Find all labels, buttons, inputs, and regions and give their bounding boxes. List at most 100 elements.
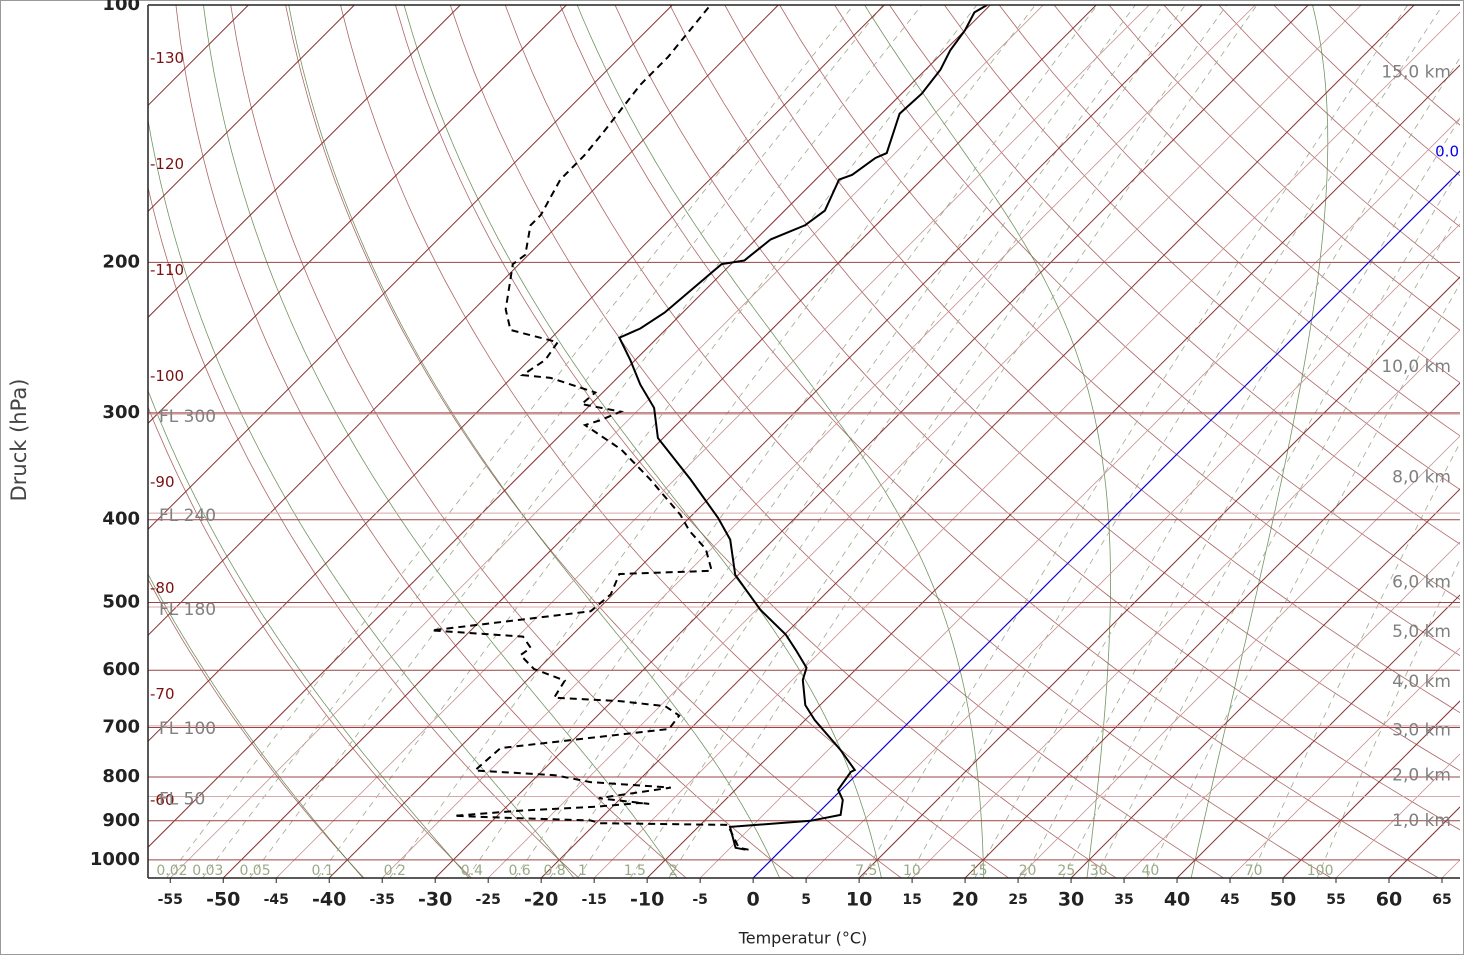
y-tick-label: 700 (102, 716, 140, 737)
freezing-label: 0.0 (1435, 143, 1459, 161)
isotherm (1070, 488, 1460, 878)
mixing-ratio-label: 0.8 (543, 863, 565, 879)
isotherm (1017, 435, 1460, 878)
x-tick-label: 0 (747, 889, 760, 911)
isotherm-label: -60 (150, 791, 175, 809)
mixing-ratio-label: 30 (1090, 863, 1108, 879)
dry-adiabat (998, 5, 1460, 437)
mixing-ratio-label: 1 (578, 863, 587, 879)
freezing-isotherm (752, 170, 1460, 878)
mixing-ratio-label: 20 (1019, 863, 1037, 879)
isotherm (328, 5, 1203, 878)
isotherm-label: -110 (150, 261, 184, 279)
x-tick-label: 45 (1220, 892, 1239, 908)
mixing-ratio-label: 0.4 (461, 863, 483, 879)
flight-level-label: FL 300 (159, 407, 216, 427)
moist-adiabat (148, 573, 364, 878)
mixing-ratio-label: 2 (669, 863, 678, 879)
flight-level-label: FL 50 (159, 789, 205, 809)
height-label: 10,0 km (1381, 357, 1451, 377)
flight-level-label: FL 100 (159, 719, 216, 739)
dry-adiabat (669, 5, 1460, 772)
mixing-ratio-label: 10 (903, 863, 921, 879)
y-axis-title: Druck (hPa) (7, 379, 31, 502)
height-label: 6,0 km (1392, 573, 1451, 593)
moist-adiabat (1190, 5, 1329, 878)
height-label: 4,0 km (1392, 672, 1451, 692)
dry-adiabat (148, 578, 365, 878)
x-tick-label: 15 (902, 892, 921, 908)
isotherm (1282, 700, 1460, 878)
isotherm (148, 5, 885, 742)
mixing-ratio-line (907, 5, 1444, 878)
height-label: 3,0 km (1392, 721, 1451, 741)
mixing-ratio-label: 0.03 (192, 863, 223, 879)
x-tick-label: 50 (1270, 889, 1296, 911)
moist-adiabat (288, 5, 780, 878)
mixing-ratio-line (629, 5, 1228, 878)
x-tick-label: 5 (801, 892, 811, 908)
x-tick-label: 20 (952, 889, 978, 911)
dry-adiabat (148, 185, 580, 878)
isotherm (964, 382, 1460, 878)
y-tick-label: 400 (102, 509, 140, 530)
isotherm (593, 11, 1460, 878)
isotherm-label: -70 (150, 685, 175, 703)
height-label: 2,0 km (1392, 766, 1451, 786)
moist-adiabat (203, 5, 678, 878)
isotherm (1123, 541, 1460, 878)
isotherm (540, 5, 1415, 878)
mixing-ratio-line (1250, 441, 1460, 878)
x-tick-label: -40 (312, 889, 346, 911)
mixing-ratio-label: 40 (1142, 863, 1160, 879)
y-tick-label: 300 (102, 402, 140, 423)
isotherm (487, 5, 1362, 878)
mixing-ratio-line (249, 5, 923, 878)
x-tick-label: -30 (418, 889, 452, 911)
dry-adiabat (175, 5, 687, 878)
dewpoint-line (431, 5, 749, 851)
dry-adiabat (779, 5, 1460, 657)
dry-adiabat (724, 5, 1460, 714)
mixing-ratio-label: 70 (1245, 863, 1263, 879)
flight-level-label: FL 240 (159, 506, 216, 526)
isotherm-label: -100 (150, 367, 184, 385)
moist-adiabat (576, 5, 985, 878)
y-tick-label: 600 (102, 659, 140, 680)
isotherm (858, 276, 1460, 878)
x-tick-label: 65 (1432, 892, 1451, 908)
isotherm (1176, 594, 1460, 878)
y-tick-label: 800 (102, 766, 140, 787)
isotherm (1229, 647, 1460, 878)
isotherm-label: -130 (150, 49, 184, 67)
x-tick-label: 35 (1114, 892, 1133, 908)
y-tick-label: 500 (102, 592, 140, 613)
mixing-ratio-line (974, 57, 1460, 878)
x-tick-label: -50 (206, 889, 240, 911)
isotherm (148, 5, 461, 319)
mixing-ratio-label: 0.1 (312, 863, 334, 879)
moist-adiabat (148, 389, 470, 878)
height-label: 15,0 km (1381, 63, 1451, 83)
mixing-ratio-label: 15 (970, 863, 988, 879)
mixing-ratio-line (861, 5, 1408, 878)
y-tick-label: 200 (102, 251, 140, 272)
isotherm (148, 5, 567, 425)
isotherm (275, 5, 1150, 878)
mixing-ratio-label: 0.6 (508, 863, 530, 879)
dry-adiabat (889, 5, 1460, 545)
x-tick-label: -10 (630, 889, 664, 911)
mixing-ratio-label: 0.02 (156, 863, 187, 879)
mixing-ratio-line (466, 5, 1098, 878)
isotherm-label: -90 (150, 473, 175, 491)
isotherm (381, 5, 1256, 878)
x-tick-label: 30 (1058, 889, 1084, 911)
x-tick-label: -25 (476, 892, 501, 908)
x-tick-label: 25 (1008, 892, 1027, 908)
y-tick-label: 1000 (90, 849, 140, 870)
flight-level-label: FL 180 (159, 600, 216, 620)
isotherm (148, 5, 355, 213)
dry-adiabat (285, 5, 902, 878)
moist-adiabat (148, 117, 575, 878)
